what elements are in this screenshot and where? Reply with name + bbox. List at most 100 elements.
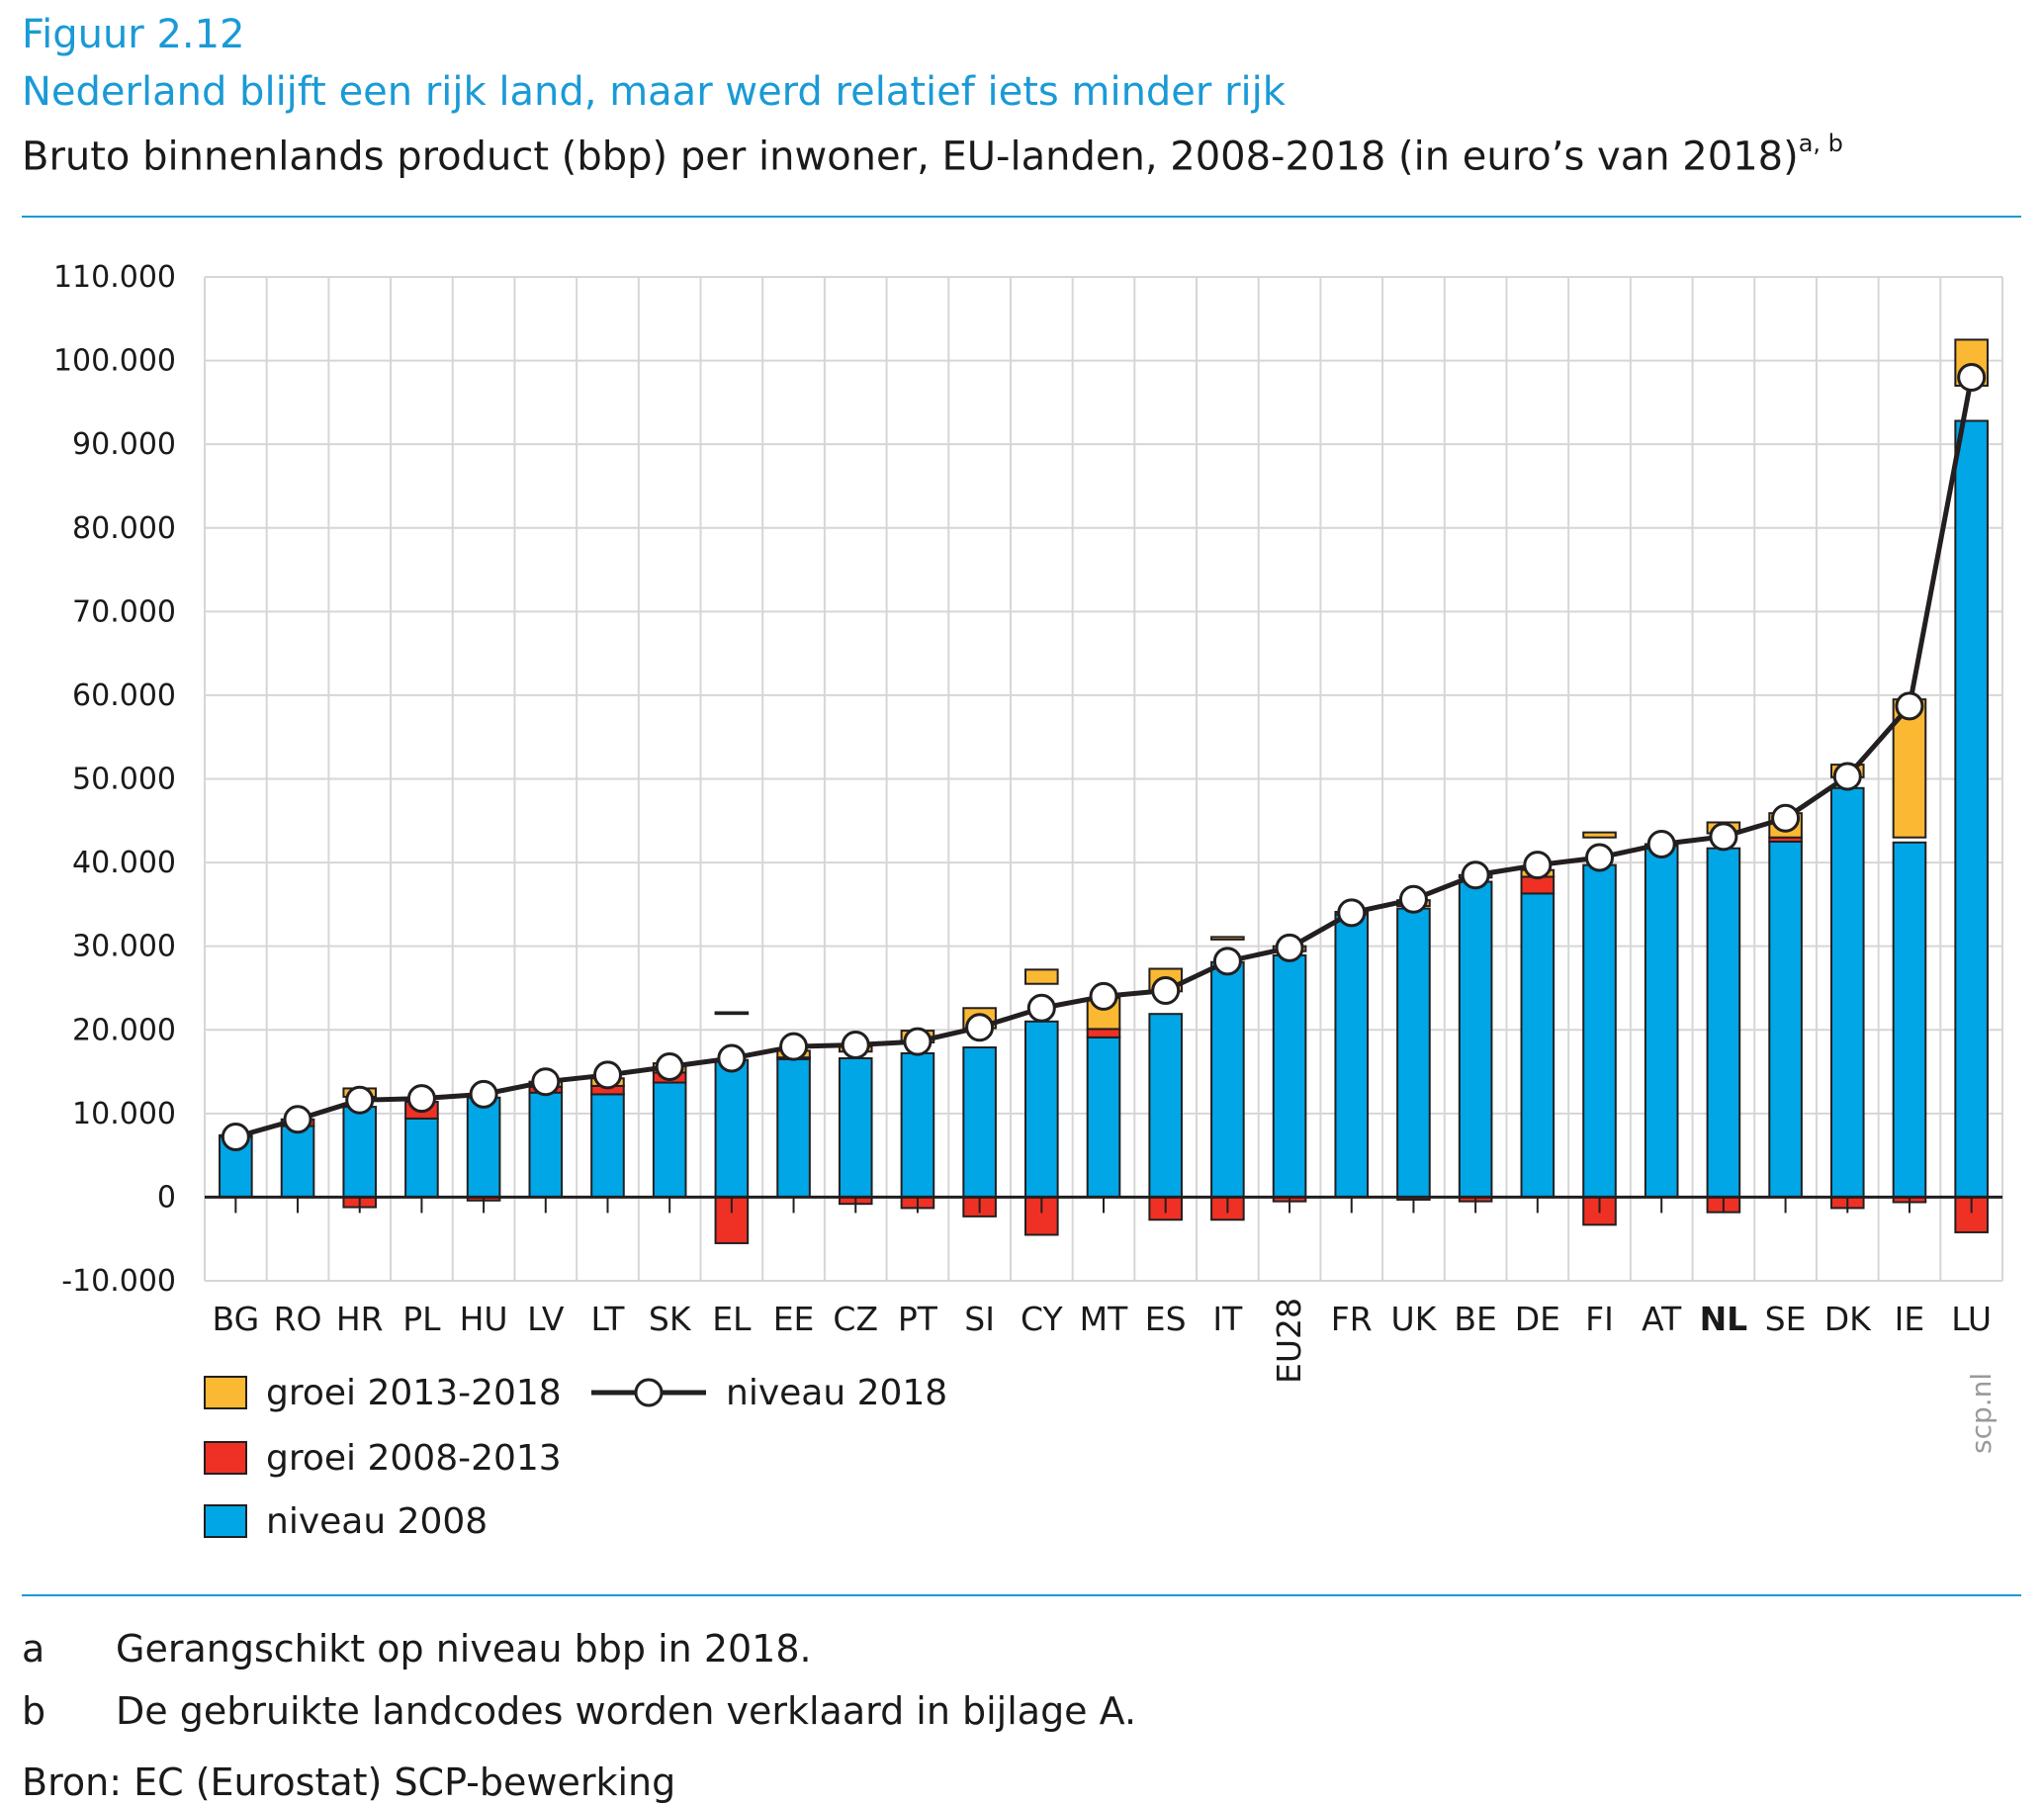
x-tick-label: SE <box>1765 1300 1807 1338</box>
point-niveau-2018 <box>1832 762 1862 791</box>
bar-niveau-2008 <box>1086 1036 1121 1199</box>
figure-subtitle: Bruto binnenlands product (bbp) per inwo… <box>22 130 1843 180</box>
bar-niveau-2008 <box>900 1051 935 1199</box>
point-niveau-2018 <box>1646 829 1676 858</box>
bottom-rule <box>22 1594 2021 1596</box>
x-tick-label: HU <box>460 1300 508 1338</box>
bar-groei-2013-2018 <box>1024 968 1059 985</box>
bar-niveau-2008 <box>962 1046 997 1199</box>
x-tick-label: IE <box>1895 1300 1925 1338</box>
x-tick-label: IT <box>1212 1300 1243 1338</box>
legend-label: niveau 2018 <box>726 1373 947 1413</box>
bars <box>219 338 1989 1244</box>
bar-niveau-2008 <box>1892 841 1927 1199</box>
y-tick-label: 80.000 <box>72 511 176 546</box>
bar-niveau-2008 <box>1706 847 1741 1199</box>
x-tick-label: HR <box>336 1300 384 1338</box>
y-tick-label: 40.000 <box>72 846 176 880</box>
bar-niveau-2008 <box>1210 960 1245 1199</box>
point-niveau-2018 <box>841 1030 870 1059</box>
point-niveau-2018 <box>406 1084 436 1114</box>
note-b: b De gebruikte landcodes worden verklaard… <box>22 1689 1136 1733</box>
bar-groei-2013-2018 <box>1582 831 1617 839</box>
y-tick-label: -10.000 <box>61 1264 176 1299</box>
point-niveau-2018 <box>1585 843 1615 872</box>
point-niveau-2018 <box>345 1085 375 1115</box>
x-tick-label: BE <box>1454 1300 1497 1338</box>
x-tick-label: LT <box>590 1300 625 1338</box>
bar-niveau-2008 <box>404 1117 439 1199</box>
bar-niveau-2008 <box>1024 1020 1059 1199</box>
top-rule <box>22 216 2021 218</box>
bar-groei-2008-2013 <box>1086 1028 1121 1038</box>
point-niveau-2018 <box>592 1060 622 1090</box>
bar-niveau-2008 <box>1458 880 1493 1199</box>
bar-niveau-2008 <box>1768 840 1803 1199</box>
x-tick-label: NL <box>1700 1300 1748 1338</box>
y-tick-label: 110.000 <box>53 260 176 295</box>
chart-area: -10.000 0 10.000 20.000 30.000 40.000 50.000 60… <box>53 260 2003 1542</box>
point-niveau-2018 <box>283 1105 312 1134</box>
x-tick-label: CZ <box>833 1300 878 1338</box>
source-text: Bron: EC (Eurostat) SCP-bewerking <box>22 1761 676 1804</box>
bar-groei-2013-2018 <box>1210 936 1245 941</box>
bar-niveau-2008 <box>1644 845 1679 1199</box>
legend-swatch <box>204 1441 247 1475</box>
point-niveau-2018 <box>1337 898 1367 928</box>
subtitle-text: Bruto binnenlands product (bbp) per inwo… <box>22 134 1799 180</box>
bar-niveau-2008 <box>342 1106 378 1199</box>
bar-niveau-2008 <box>466 1096 501 1199</box>
y-tick-label: 10.000 <box>72 1097 176 1131</box>
note-letter: b <box>22 1689 46 1733</box>
x-tick-label: LU <box>1951 1300 1992 1338</box>
point-niveau-2018 <box>1212 947 1242 976</box>
subtitle-footnote-refs: a, b <box>1798 130 1843 157</box>
point-niveau-2018 <box>1461 860 1490 890</box>
x-tick-label: MT <box>1080 1300 1128 1338</box>
x-tick-label: UK <box>1391 1300 1438 1338</box>
point-niveau-2018 <box>1957 363 1987 392</box>
point-niveau-2018 <box>717 1043 747 1073</box>
x-tick-label: CY <box>1021 1300 1063 1338</box>
point-niveau-2018 <box>1151 975 1181 1005</box>
x-tick-label: SI <box>964 1300 995 1338</box>
x-tick-label: EE <box>773 1300 815 1338</box>
credit-text: scp.nl <box>1965 1373 1998 1454</box>
point-niveau-2018 <box>221 1123 250 1152</box>
note-letter: a <box>22 1627 45 1671</box>
x-tick-label: DE <box>1515 1300 1560 1338</box>
point-niveau-2018 <box>1398 884 1428 914</box>
bar-groei-2013-2018 <box>714 1011 750 1016</box>
point-niveau-2018 <box>1771 803 1801 833</box>
legend-label: groei 2008-2013 <box>266 1438 562 1479</box>
x-tick-label: RO <box>274 1300 322 1338</box>
legend: groei 2013-2018 groei 2008-2013 niveau 200… <box>204 1373 947 1542</box>
x-tick-label: ES <box>1145 1300 1187 1338</box>
note-text: Gerangschikt op niveau bbp in 2018. <box>116 1627 812 1671</box>
bar-niveau-2008 <box>1829 786 1865 1199</box>
y-tick-label: 60.000 <box>72 678 176 713</box>
note-text: De gebruikte landcodes worden verklaard … <box>116 1689 1137 1733</box>
bar-niveau-2008 <box>714 1058 750 1199</box>
figure-label: Figuur 2.12 <box>22 12 245 57</box>
legend-label: niveau 2008 <box>266 1501 488 1542</box>
bar-niveau-2008 <box>280 1125 315 1199</box>
bar-niveau-2008 <box>776 1057 811 1199</box>
x-tick-label: FI <box>1585 1300 1614 1338</box>
bar-niveau-2008 <box>1272 953 1307 1199</box>
point-niveau-2018 <box>1895 691 1924 721</box>
point-niveau-2018 <box>779 1032 809 1061</box>
y-tick-label: 70.000 <box>72 594 176 629</box>
bar-niveau-2008 <box>838 1057 873 1199</box>
x-tick-label: DK <box>1824 1300 1872 1338</box>
bar-niveau-2008 <box>652 1081 687 1199</box>
point-niveau-2018 <box>965 1013 995 1042</box>
x-axis-ticks: BG RO HR PL HU LV LT SK EL EE CZ PT SI CY MT ES IT EU28 FR… <box>213 1298 1993 1384</box>
legend-swatch <box>204 1504 247 1538</box>
point-niveau-2018 <box>903 1027 933 1056</box>
legend-marker-swatch <box>634 1378 664 1407</box>
x-tick-label: FR <box>1331 1300 1373 1338</box>
y-tick-label: 50.000 <box>72 763 176 797</box>
point-niveau-2018 <box>469 1079 498 1109</box>
bar-niveau-2008 <box>1582 863 1617 1199</box>
